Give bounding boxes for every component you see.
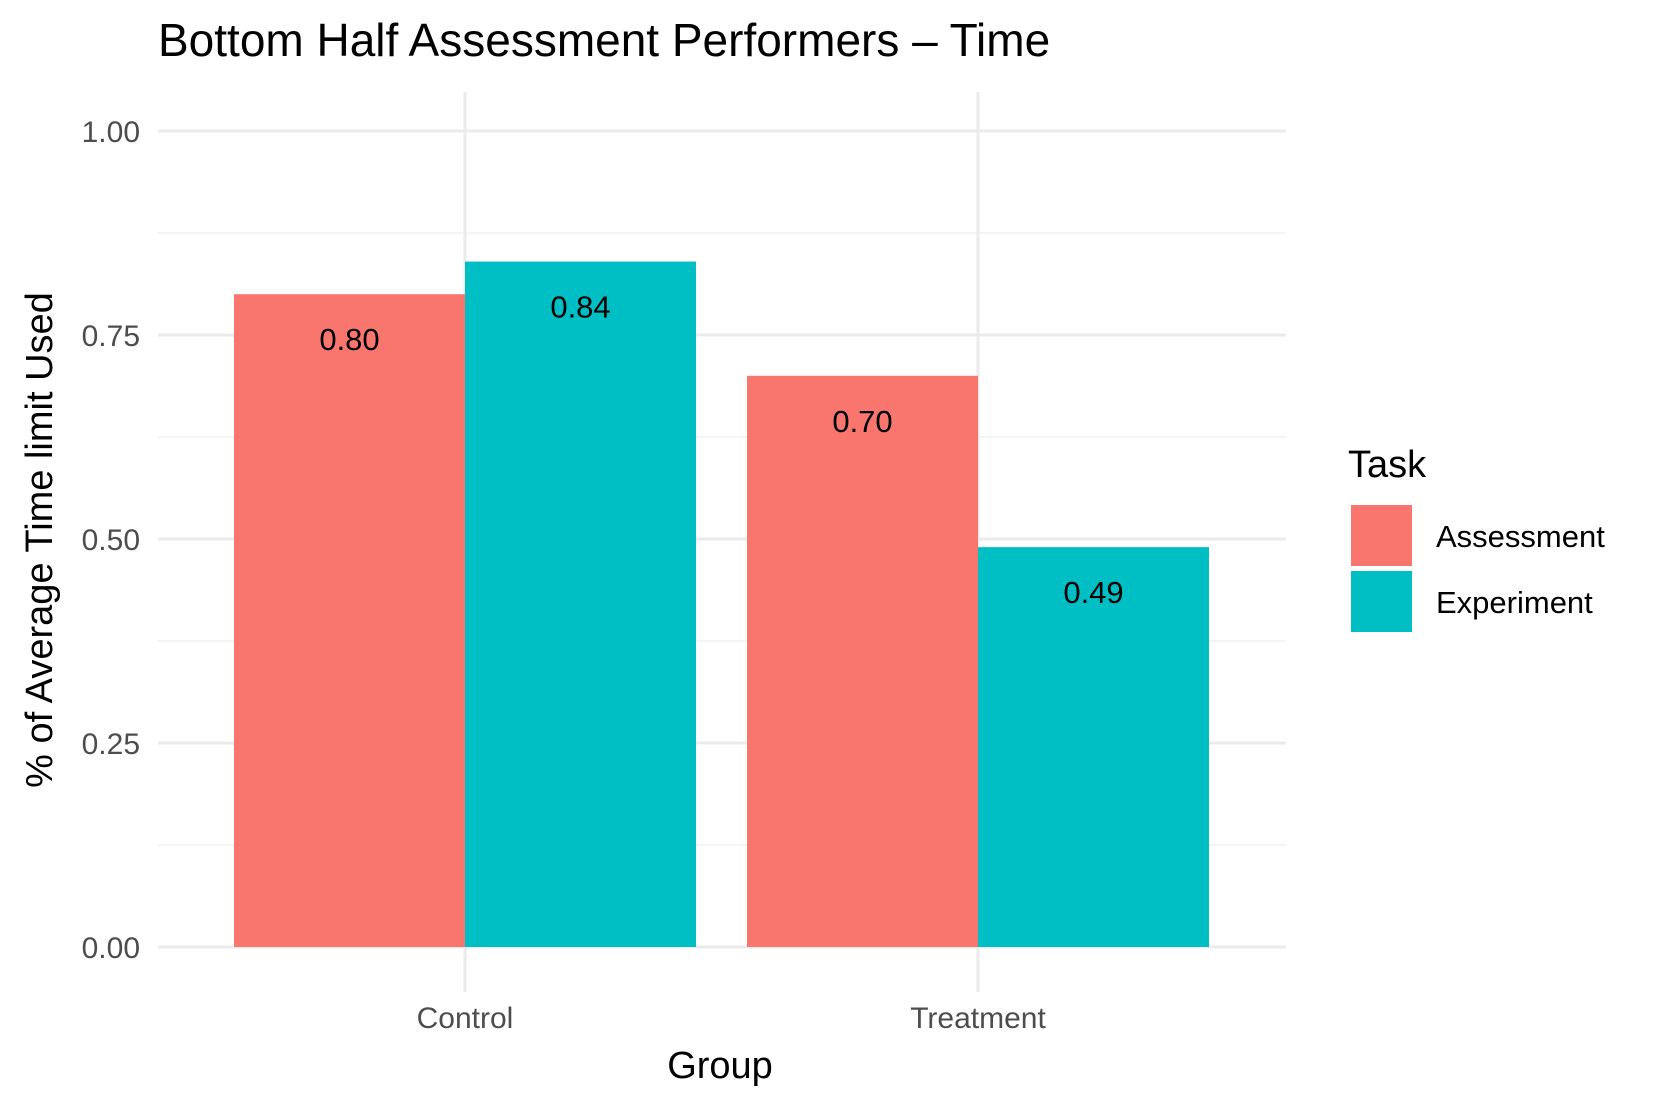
legend-title: Task bbox=[1348, 444, 1427, 486]
legend-label-assessment: Assessment bbox=[1436, 519, 1605, 554]
data-labels: 0.80 0.84 0.70 0.49 bbox=[319, 290, 1123, 611]
legend-key-experiment bbox=[1351, 571, 1412, 632]
x-axis-ticks: Control Treatment bbox=[417, 1002, 1047, 1035]
data-label-experiment-control: 0.84 bbox=[550, 290, 610, 325]
y-axis-ticks: 0.00 0.25 0.50 0.75 1.00 bbox=[82, 116, 140, 965]
bars bbox=[234, 261, 1209, 947]
y-tick-label: 0.75 bbox=[82, 320, 140, 353]
x-tick-label: Control bbox=[417, 1002, 514, 1035]
bar-experiment-treatment bbox=[978, 547, 1209, 947]
chart-title: Bottom Half Assessment Performers – Time bbox=[158, 14, 1050, 66]
legend-items: Assessment Experiment bbox=[1351, 505, 1605, 632]
data-label-assessment-control: 0.80 bbox=[319, 322, 379, 357]
bar-assessment-treatment bbox=[747, 375, 978, 947]
legend-label-experiment: Experiment bbox=[1436, 585, 1593, 620]
x-tick-label: Treatment bbox=[910, 1002, 1046, 1035]
y-tick-label: 0.25 bbox=[82, 728, 140, 761]
bar-assessment-control bbox=[234, 294, 465, 947]
y-tick-label: 0.00 bbox=[82, 932, 140, 965]
legend-key-assessment bbox=[1351, 505, 1412, 566]
y-tick-label: 1.00 bbox=[82, 116, 140, 149]
bar-experiment-control bbox=[465, 261, 696, 947]
y-tick-label: 0.50 bbox=[82, 524, 140, 557]
y-axis-title: % of Average Time limit Used bbox=[19, 292, 61, 788]
data-label-experiment-treatment: 0.49 bbox=[1063, 575, 1123, 610]
data-label-assessment-treatment: 0.70 bbox=[832, 404, 892, 439]
legend: Task Assessment Experiment bbox=[1348, 444, 1605, 632]
x-axis-title: Group bbox=[667, 1045, 773, 1087]
